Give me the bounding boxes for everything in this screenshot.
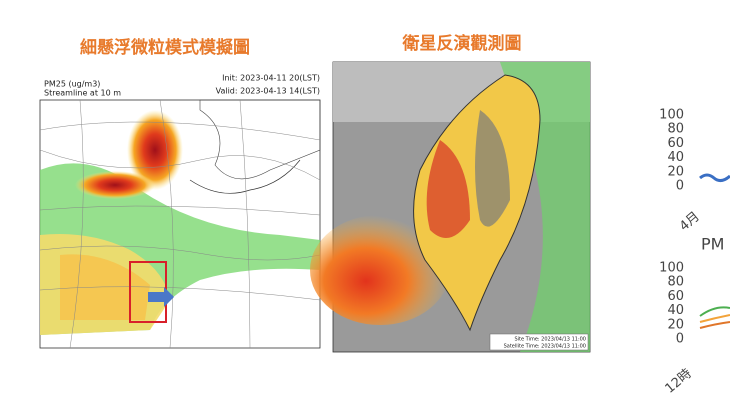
model-valid: Valid: 2023-04-13 14(LST) [216,87,320,96]
y-tick-label: 100 [659,261,684,276]
y-tick-label: 0 [676,179,684,194]
side-chart-title: PM [701,235,724,254]
y-tick-label: 40 [667,150,684,165]
y-tick-label: 80 [667,122,684,137]
model-init: Init: 2023-04-11 20(LST) [222,74,320,83]
y-tick-label: 100 [659,108,684,123]
y-tick-label: 20 [667,164,684,179]
satellite-map: Site Time: 2023/04/13 11:00 Satellite Ti… [310,61,591,353]
model-map: PM25 (ug/m3) Streamline at 10 m Init: 20… [39,74,321,349]
site-time: Site Time: 2023/04/13 11:00 [514,337,586,343]
y-tick-label: 0 [676,332,684,347]
x-tick-label: 4月 [677,209,703,234]
y-tick-label: 20 [667,317,684,332]
model-variable: PM25 (ug/m3) [44,80,100,89]
model-streamline: Streamline at 10 m [44,89,121,98]
y-tick-label: 40 [667,303,684,318]
left-title: 細懸浮微粒模式模擬圖 [80,37,250,58]
y-tick-label: 80 [667,275,684,290]
y-tick-label: 60 [667,136,684,151]
y-tick-label: 60 [667,289,684,304]
x-tick-label: 12時 [663,366,695,396]
right-title: 衛星反演觀測圖 [402,33,522,54]
satellite-time: Satellite Time: 2023/04/13 11:00 [504,344,586,350]
